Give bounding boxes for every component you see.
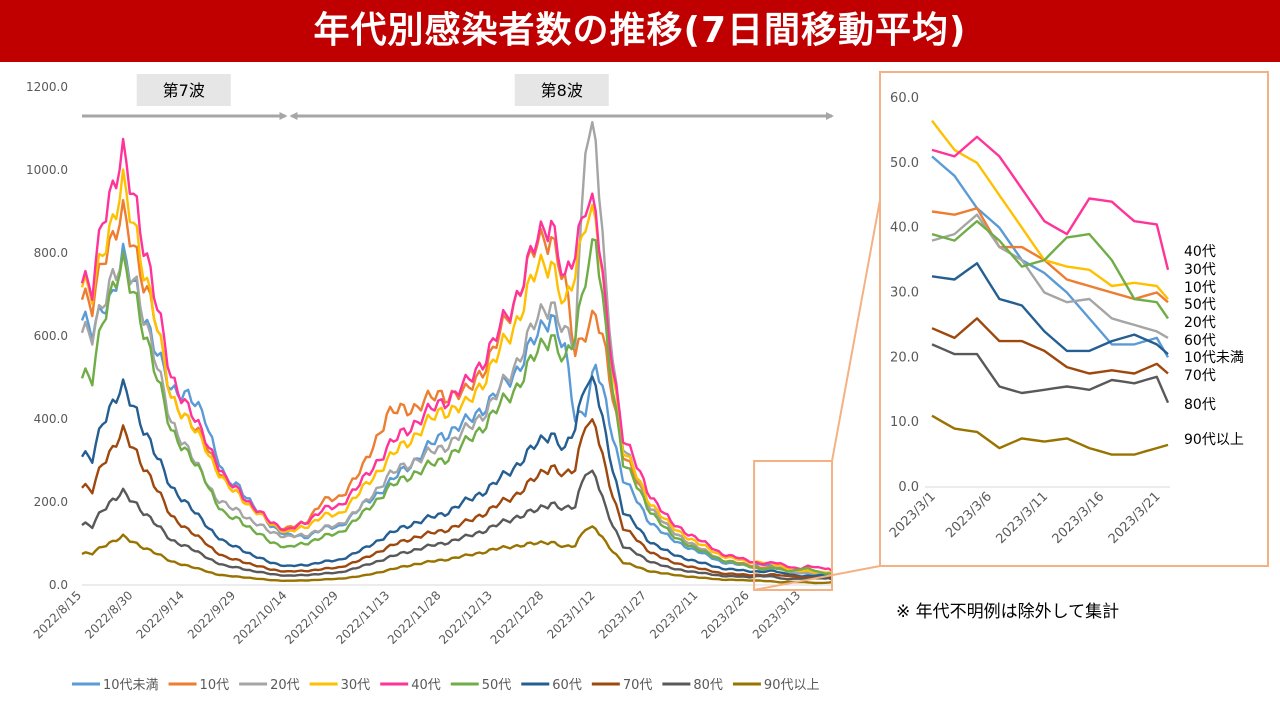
inset-series-label: 60代 [1184,333,1216,349]
wave-label-box [514,74,609,106]
y-tick-label: 600.0 [34,329,68,343]
legend-item: 10代 [168,678,230,693]
y-tick-label: 800.0 [34,246,68,260]
y-tick-label: 200.0 [34,495,68,509]
inset-series-line-20代 [931,213,1169,339]
page-title: 年代別感染者数の推移(7日間移動平均) [0,0,1280,62]
inset-series-line-60代 [931,262,1169,356]
x-tick-label: 2022/9/14 [133,588,186,641]
x-tick-label: 2023/2/26 [699,588,752,641]
x-tick-label: 2023/1/12 [544,588,597,641]
legend-label: 80代 [693,678,723,693]
series-line-30代 [80,168,833,574]
main-series-lines [80,121,833,585]
x-tick-label: 2022/12/28 [488,588,547,647]
y-tick-label: 1000.0 [26,163,68,177]
inset-series-label: 40代 [1184,244,1216,260]
series-line-10代 [80,199,833,575]
legend-item: 80代 [662,678,723,693]
legend-label: 20代 [270,678,300,693]
inset-y-tick-label: 30.0 [890,286,919,301]
main-chart: 0.0 200.0 400.0 600.0 800.0 1000.0 1200.0 2022… [26,74,834,647]
series-line-40代 [80,137,833,572]
inset-series-label: 10代 [1184,280,1216,296]
inset-series-line-70代 [931,317,1169,375]
legend-item: 10代未満 [72,678,159,693]
wave-label-box [136,74,231,106]
main-y-axis: 0.0 200.0 400.0 600.0 800.0 1000.0 1200.0 [26,80,68,592]
inset-series-line-50代 [931,220,1169,320]
inset-series-label: 90代以上 [1184,432,1244,448]
inset-series-line-10代未満 [931,155,1170,358]
series-line-80代 [81,469,833,581]
inset-series-line-40代 [931,135,1170,271]
legend-label: 60代 [552,678,582,693]
inset-series-line-10代 [931,207,1169,304]
x-tick-label: 2022/9/29 [185,588,238,641]
series-line-10代未満 [80,242,833,578]
x-tick-label: 2022/10/14 [231,588,290,647]
inset-y-tick-label: 40.0 [890,221,919,236]
legend-label: 10代 [200,678,230,693]
legend: 10代未満 10代 20代 30代 40代 50代 60代 70代 80代 90代以上 [72,678,819,693]
inset-y-tick-label: 10.0 [890,415,919,430]
x-tick-label: 2022/10/29 [282,588,341,647]
y-tick-label: 0.0 [49,578,68,592]
x-tick-label: 2022/12/13 [436,588,495,647]
legend-item: 90代以上 [732,678,820,693]
footnote: ※ 年代不明例は除外して集計 [896,602,1120,622]
inset-series-label: 80代 [1184,397,1216,413]
legend-label: 40代 [411,678,441,693]
inset-series-line-90代以上 [931,414,1169,456]
connector-line-bottom [831,199,881,462]
inset-chart: 0.010.020.030.040.050.060.0 2023/3/1 2023… [753,71,1269,591]
legend-label: 30代 [341,678,371,693]
inset-y-tick-label: 0.0 [898,480,919,495]
series-line-70代 [81,418,833,579]
inset-series-label: 30代 [1184,262,1216,278]
connector-line-top [753,565,881,591]
inset-border [879,71,1269,567]
highlight-region-box [753,460,834,591]
main-x-axis: 2022/8/152022/8/302022/9/142022/9/292022… [31,588,804,647]
legend-label: 70代 [623,678,653,693]
wave-annotations: 第7波 第8波 [82,74,834,120]
wave-label: 第7波 [163,81,205,100]
inset-y-tick-label: 50.0 [890,156,919,171]
chart-canvas: 0.0 200.0 400.0 600.0 800.0 1000.0 1200.0 2022… [26,71,1269,693]
x-tick-label: 2022/11/13 [334,588,393,647]
inset-series-lines [931,119,1170,456]
series-line-90代以上 [81,525,833,585]
legend-item: 50代 [450,678,512,693]
legend-item: 60代 [521,678,582,693]
x-tick-label: 2022/11/28 [385,588,444,647]
wave-label: 第8波 [541,81,583,100]
inset-series-label: 70代 [1184,368,1216,384]
y-tick-label: 400.0 [34,412,68,426]
y-tick-label: 1200.0 [26,80,68,94]
inset-y-axis: 0.0 10.0 20.0 30.0 40.0 50.0 60.0 [890,91,919,495]
legend-item: 30代 [309,678,371,693]
series-line-60代 [80,375,833,578]
x-tick-label: 2023/1/27 [596,588,649,641]
inset-series-label: 10代未満 [1184,350,1244,366]
series-line-50代 [80,238,833,575]
legend-label: 90代以上 [764,678,820,693]
inset-y-tick-label: 60.0 [890,91,919,106]
legend-item: 40代 [380,678,441,693]
inset-series-label: 50代 [1184,297,1216,313]
legend-item: 20代 [239,678,300,693]
inset-series-line-80代 [931,343,1170,404]
inset-y-tick-label: 20.0 [890,350,919,365]
legend-label: 50代 [482,678,512,693]
x-tick-label: 2022/8/15 [31,588,84,641]
x-tick-label: 2023/2/11 [647,588,700,641]
legend-label: 10代未満 [103,678,159,693]
x-tick-label: 2023/3/13 [750,588,803,641]
inset-series-label: 20代 [1184,315,1216,331]
inset-series-line-30代 [931,119,1169,300]
x-tick-label: 2022/8/30 [82,588,135,641]
legend-item: 70代 [591,678,653,693]
